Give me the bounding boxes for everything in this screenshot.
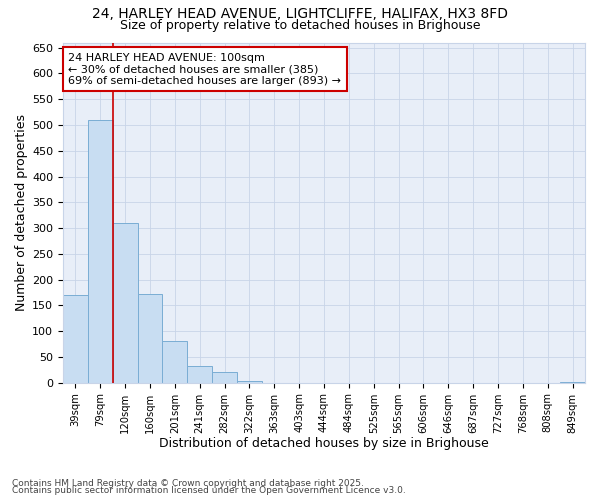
Text: Contains public sector information licensed under the Open Government Licence v3: Contains public sector information licen…: [12, 486, 406, 495]
Bar: [113, 223, 137, 382]
Bar: [137, 294, 163, 382]
Text: Size of property relative to detached houses in Brighouse: Size of property relative to detached ho…: [120, 18, 480, 32]
Bar: [163, 342, 187, 382]
Text: 24, HARLEY HEAD AVENUE, LIGHTCLIFFE, HALIFAX, HX3 8FD: 24, HARLEY HEAD AVENUE, LIGHTCLIFFE, HAL…: [92, 8, 508, 22]
Bar: [63, 295, 88, 382]
X-axis label: Distribution of detached houses by size in Brighouse: Distribution of detached houses by size …: [159, 437, 489, 450]
Bar: [88, 120, 113, 382]
Bar: [212, 372, 237, 382]
Bar: [187, 366, 212, 382]
Text: Contains HM Land Registry data © Crown copyright and database right 2025.: Contains HM Land Registry data © Crown c…: [12, 478, 364, 488]
Y-axis label: Number of detached properties: Number of detached properties: [15, 114, 28, 311]
Text: 24 HARLEY HEAD AVENUE: 100sqm
← 30% of detached houses are smaller (385)
69% of : 24 HARLEY HEAD AVENUE: 100sqm ← 30% of d…: [68, 52, 341, 86]
Bar: [237, 381, 262, 382]
